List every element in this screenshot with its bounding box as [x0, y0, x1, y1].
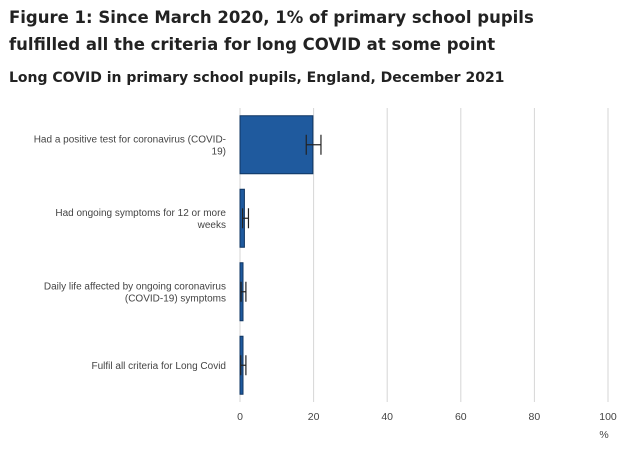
- chart-subtitle: Long COVID in primary school pupils, Eng…: [9, 70, 505, 86]
- x-tick-label: 100: [599, 411, 617, 423]
- category-labels: Had a positive test for coronavirus (COV…: [34, 134, 227, 372]
- x-tick-label: 20: [308, 411, 320, 423]
- category-label-line: 19): [212, 146, 226, 157]
- category-label: Had ongoing symptoms for 12 or more weeks: [55, 208, 226, 231]
- x-tick-label: 60: [455, 411, 467, 423]
- error-bars: [240, 134, 322, 376]
- category-label-line: weeks: [197, 220, 226, 231]
- x-tick-label: 80: [529, 411, 541, 423]
- bars: [239, 115, 314, 395]
- category-label-line: Daily life affected by ongoing coronavir…: [44, 281, 226, 292]
- x-tick-label: 40: [381, 411, 393, 423]
- category-label-line: Fulfil all criteria for Long Covid: [92, 361, 227, 372]
- category-label-line: Had a positive test for coronavirus (COV…: [34, 134, 226, 145]
- x-tick-label: 0: [237, 411, 243, 423]
- category-label: Had a positive test for coronavirus (COV…: [34, 134, 226, 157]
- category-label: Fulfil all criteria for Long Covid: [92, 361, 227, 372]
- category-label: Daily life affected by ongoing coronavir…: [44, 281, 226, 304]
- x-axis-unit-label: %: [599, 429, 608, 441]
- category-label-line: (COVID-19) symptoms: [125, 293, 226, 304]
- bar: [239, 115, 314, 175]
- x-axis-ticks: 0 20 40 60 80 100: [237, 411, 617, 423]
- category-label-line: Had ongoing symptoms for 12 or more: [55, 208, 226, 219]
- figure-title: Figure 1: Since March 2020, 1% of primar…: [9, 8, 534, 54]
